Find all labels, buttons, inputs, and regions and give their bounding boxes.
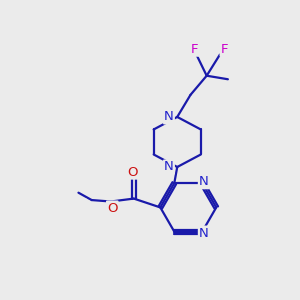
Text: N: N [199,175,208,188]
Text: N: N [164,160,174,173]
Text: N: N [164,110,174,123]
Text: methyl: methyl [83,198,88,199]
Text: N: N [199,226,208,240]
Text: O: O [89,200,90,201]
Text: F: F [220,43,228,56]
Text: O: O [107,202,118,214]
Text: F: F [191,43,199,56]
Text: O: O [127,166,138,178]
